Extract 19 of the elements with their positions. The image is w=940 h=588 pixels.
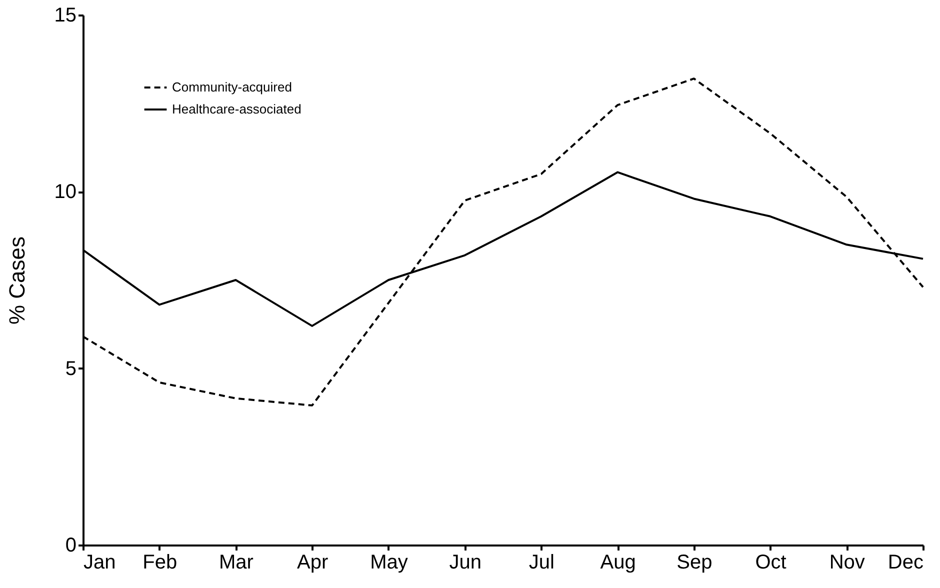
x-tick-label: May — [370, 552, 408, 574]
y-tick-label: 15 — [54, 4, 76, 26]
x-tick-label: Oct — [755, 552, 787, 574]
legend-label: Community-acquired — [172, 80, 292, 94]
x-tick-label: Feb — [142, 552, 178, 574]
x-tick-label: Apr — [297, 552, 328, 574]
y-tick-label: 10 — [54, 181, 76, 204]
y-tick-label: 0 — [65, 534, 76, 556]
x-tick-label: Nov — [829, 552, 865, 574]
x-tick-label: Mar — [219, 552, 254, 574]
x-tick-label: Dec — [888, 552, 924, 574]
y-tick-label: 5 — [65, 358, 76, 380]
x-tick-label: Jan — [84, 552, 116, 574]
x-tick-label: Jul — [528, 552, 554, 574]
x-tick-label: Jun — [449, 552, 482, 574]
x-tick-label: Sep — [676, 552, 712, 574]
y-axis-title: % Cases — [4, 236, 30, 325]
legend-label: Healthcare-associated — [172, 102, 302, 116]
x-tick-label: Aug — [600, 552, 636, 574]
